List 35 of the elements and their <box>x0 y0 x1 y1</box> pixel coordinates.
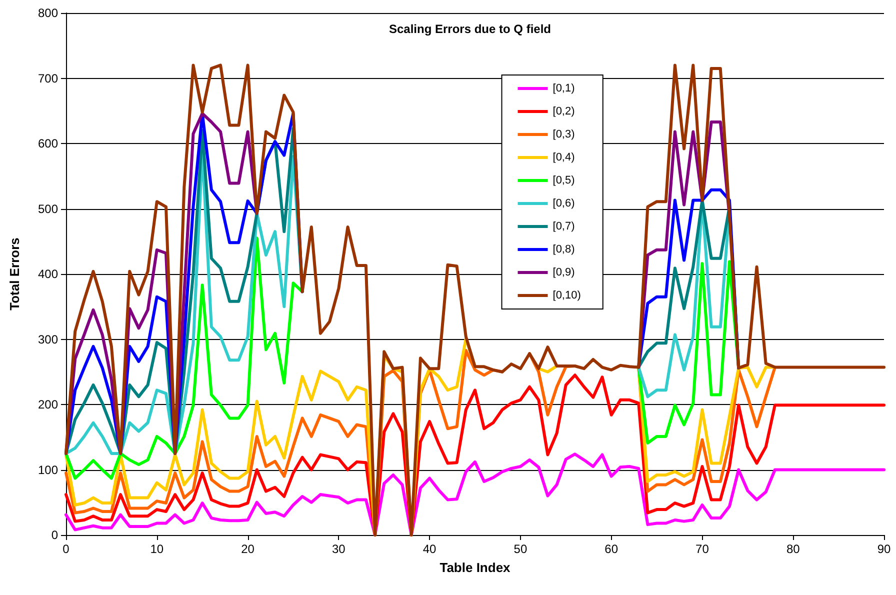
x-tick-label: 80 <box>786 542 800 556</box>
y-tick-label: 400 <box>38 267 58 281</box>
legend-label: [0,10) <box>552 290 581 302</box>
y-tick-label: 600 <box>38 136 58 150</box>
y-tick-label: 0 <box>51 528 58 542</box>
legend-label: [0,9) <box>552 266 575 278</box>
line-series <box>64 374 886 536</box>
x-tick-label: 40 <box>422 542 437 556</box>
y-tick-label: 100 <box>38 462 58 477</box>
x-tick-label: 10 <box>150 542 164 556</box>
y-axis-title: Total Errors <box>7 238 22 310</box>
y-tick-label: 200 <box>38 398 58 412</box>
y-tick-label: 700 <box>38 71 58 86</box>
line-series <box>64 64 886 536</box>
legend-label: [0,7) <box>552 220 575 232</box>
x-tick-label: 0 <box>62 542 70 556</box>
x-tick-label: 30 <box>332 542 346 556</box>
x-tick-label: 20 <box>241 542 255 556</box>
legend-label: [0,6) <box>552 198 575 210</box>
x-tick-label: 60 <box>604 542 618 556</box>
x-tick-label: 90 <box>877 542 891 556</box>
legend-label: [0,3) <box>552 128 575 140</box>
legend-label: [0,5) <box>552 174 575 186</box>
legend-label: [0,4) <box>552 152 575 164</box>
y-tick-label: 800 <box>38 6 58 20</box>
legend-label: [0,8) <box>552 244 575 256</box>
x-tick-label: 50 <box>514 542 528 556</box>
line-series <box>64 452 886 536</box>
legend-label: [0,2) <box>552 106 575 118</box>
legend-label: [0,1) <box>552 82 575 94</box>
x-axis-title: Table Index <box>440 560 512 575</box>
y-tick-label: 300 <box>38 332 58 346</box>
text: Scaling Errors due to Q field <box>388 22 552 36</box>
y-tick-label: 500 <box>38 202 58 216</box>
x-tick-label: 70 <box>696 542 710 556</box>
